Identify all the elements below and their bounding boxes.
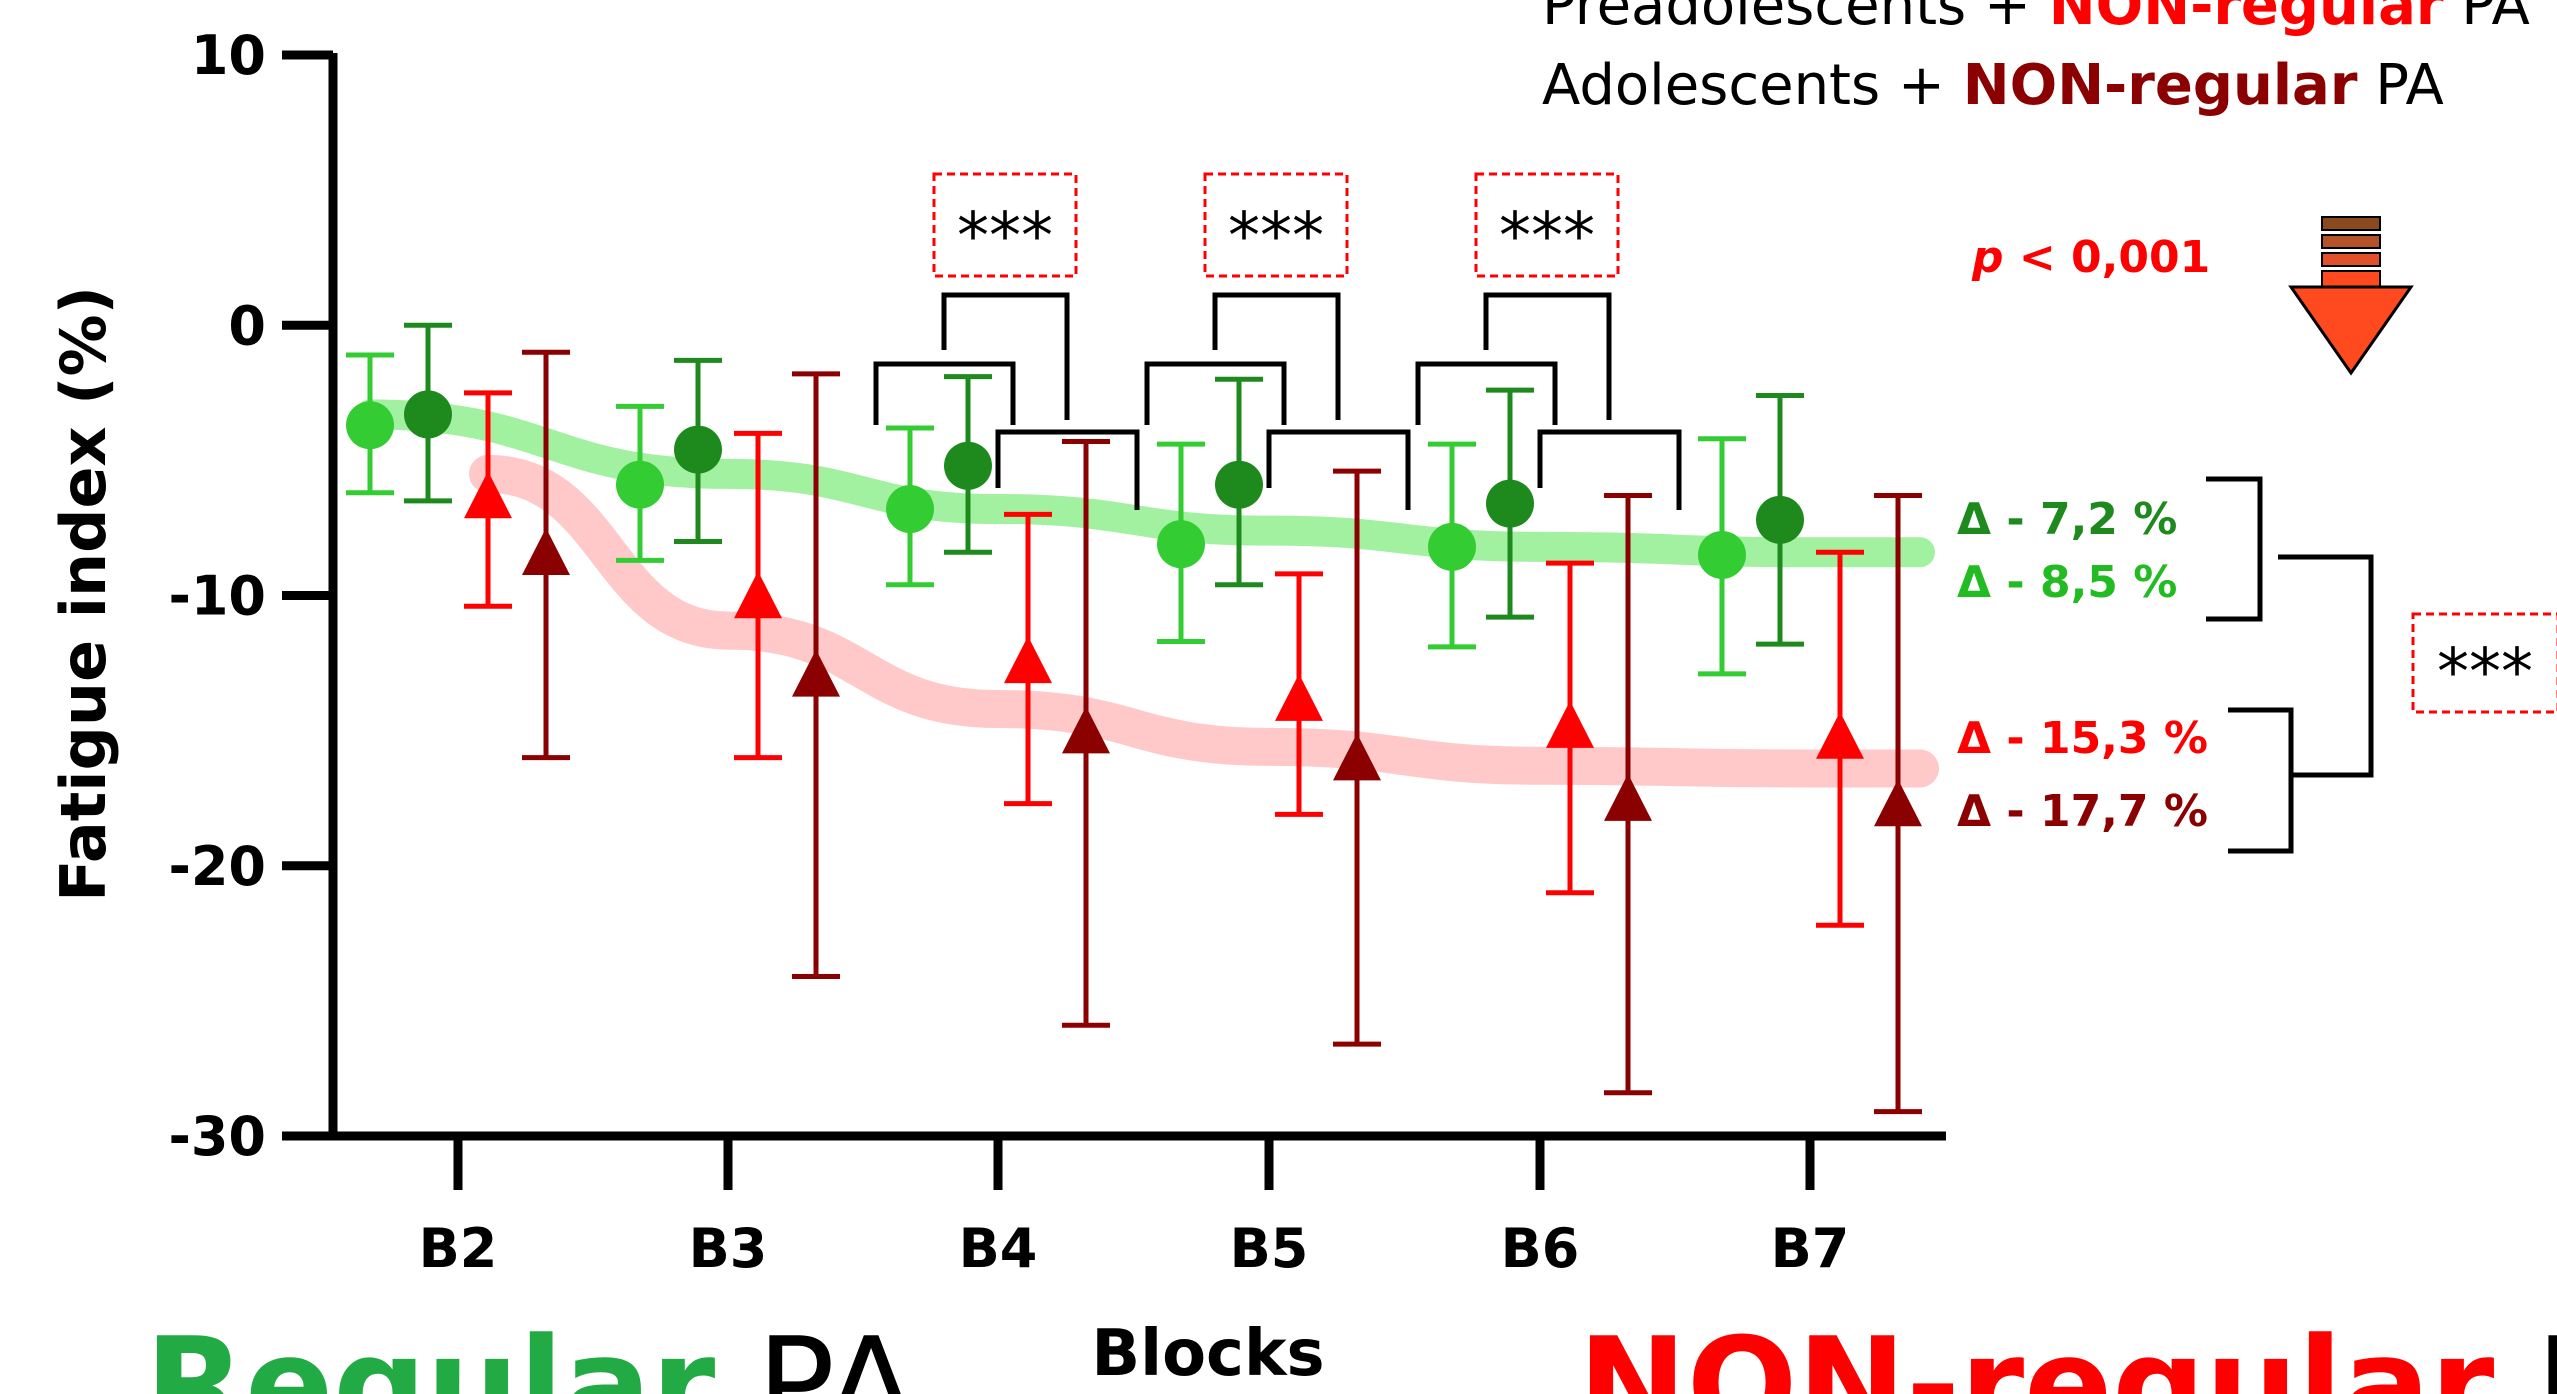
data-point xyxy=(674,425,722,474)
data-point xyxy=(1157,520,1205,569)
bottom-label-non-regular-suffix: PA xyxy=(2494,1309,2557,1394)
data-point xyxy=(616,460,664,509)
legend-suffix: PA xyxy=(2357,53,2443,118)
bottom-label-non-regular: NON-regular PA xyxy=(1578,1309,2557,1394)
bracket-regular xyxy=(1415,361,1558,425)
data-point xyxy=(944,441,992,490)
data-point xyxy=(792,649,840,697)
data-point xyxy=(734,571,782,619)
trend-bands xyxy=(355,399,1939,788)
significance-bracket-group xyxy=(873,292,1140,510)
trend-band xyxy=(469,454,1939,788)
data-point xyxy=(464,471,512,519)
delta-brackets xyxy=(2206,476,2374,854)
data-point xyxy=(1756,495,1804,544)
data-point xyxy=(1816,711,1864,759)
bracket-adolescents xyxy=(1212,292,1341,420)
data-point xyxy=(404,390,452,439)
y-ticks: 10 0 -10 -20 -30 xyxy=(168,24,333,1168)
significance-box xyxy=(1203,172,1349,278)
legend-suffix: PA xyxy=(2443,0,2529,38)
significance-annotations: *** *** *** xyxy=(873,172,1682,510)
bracket-regular xyxy=(1144,361,1287,425)
p-threshold: < 0,001 xyxy=(2004,232,2211,283)
legend-entry-preadolescents-non-regular: Preadolescents + NON-regular PA xyxy=(1542,0,2530,38)
bracket-non-regular xyxy=(995,429,1140,510)
legend-highlight: NON-regular xyxy=(2049,0,2444,38)
significance-stars: *** xyxy=(1228,200,1324,274)
delta-label-adolescents-regular: Δ - 7,2 % xyxy=(1957,494,2177,545)
axes xyxy=(282,53,1946,1141)
x-tick-label: B5 xyxy=(1230,1217,1309,1280)
data-point xyxy=(1546,700,1594,748)
p-value-label: p < 0,001 xyxy=(1971,232,2210,283)
delta-label-preadolescents-non-regular: Δ - 15,3 % xyxy=(1957,713,2208,764)
bracket-adolescents xyxy=(1483,292,1612,420)
y-tick-label: -30 xyxy=(168,1105,266,1168)
significance-stars: *** xyxy=(1499,200,1595,274)
legend-prefix: Adolescents + xyxy=(1542,53,1963,118)
data-point xyxy=(1275,673,1323,721)
y-tick-label: 0 xyxy=(228,294,266,357)
data-point xyxy=(346,401,394,450)
x-tick-label: B6 xyxy=(1501,1217,1580,1280)
significance-bracket-group xyxy=(1144,292,1411,510)
data-point xyxy=(886,485,934,534)
p-symbol: p xyxy=(1971,232,2004,283)
data-point xyxy=(1428,522,1476,571)
data-point xyxy=(1004,636,1052,684)
bracket-regular xyxy=(873,361,1016,425)
y-tick-label: -10 xyxy=(168,565,266,628)
y-tick-label: 10 xyxy=(191,24,266,87)
bracket-adolescents xyxy=(941,292,1070,420)
data-point xyxy=(1874,779,1922,827)
x-ticks: B2 B3 B4 B5 B6 B7 xyxy=(419,1136,1850,1280)
data-point xyxy=(1215,460,1263,509)
data-point xyxy=(1333,733,1381,781)
overall-significance-label: *** xyxy=(2437,636,2533,710)
data-point xyxy=(522,527,570,575)
y-axis-label: Fatigue index (%) xyxy=(47,286,120,902)
significance-bracket-group xyxy=(1415,292,1682,510)
x-tick-label: B2 xyxy=(419,1217,498,1280)
data-point xyxy=(1062,706,1110,754)
bracket-non-regular xyxy=(1537,429,1682,510)
overall-significance-box xyxy=(2411,612,2557,714)
x-tick-label: B4 xyxy=(959,1217,1038,1280)
delta-label-adolescents-non-regular: Δ - 17,7 % xyxy=(1957,786,2208,837)
legend-highlight: NON-regular xyxy=(1963,53,2358,118)
group-comparison-bracket xyxy=(2278,554,2374,778)
legend-entry-adolescents-non-regular: Adolescents + NON-regular PA xyxy=(1542,53,2444,118)
significance-box xyxy=(932,172,1078,278)
x-tick-label: B7 xyxy=(1771,1217,1850,1280)
x-axis-label: Blocks xyxy=(1091,1317,1324,1391)
data-point xyxy=(1698,530,1746,579)
y-tick-label: -20 xyxy=(168,835,266,898)
legend-prefix: Preadolescents + xyxy=(1542,0,2049,38)
bracket-non-regular xyxy=(1266,429,1411,510)
data-point xyxy=(1604,773,1652,821)
regular-bracket xyxy=(2206,476,2263,622)
non-regular-bracket xyxy=(2228,707,2294,854)
data-point xyxy=(1486,479,1534,528)
significance-stars: *** xyxy=(957,200,1053,274)
bottom-label-non-regular-word: NON-regular xyxy=(1578,1309,2494,1394)
delta-label-preadolescents-regular: Δ - 8,5 % xyxy=(1957,557,2177,608)
down-arrow-icon xyxy=(2288,216,2414,376)
data-markers xyxy=(346,390,1922,827)
significance-box xyxy=(1474,172,1620,278)
x-tick-label: B3 xyxy=(689,1217,768,1280)
bottom-label-regular: Regular PA xyxy=(145,1309,916,1394)
bottom-label-regular-suffix: PA xyxy=(715,1309,915,1394)
bottom-label-regular-word: Regular xyxy=(145,1309,715,1394)
